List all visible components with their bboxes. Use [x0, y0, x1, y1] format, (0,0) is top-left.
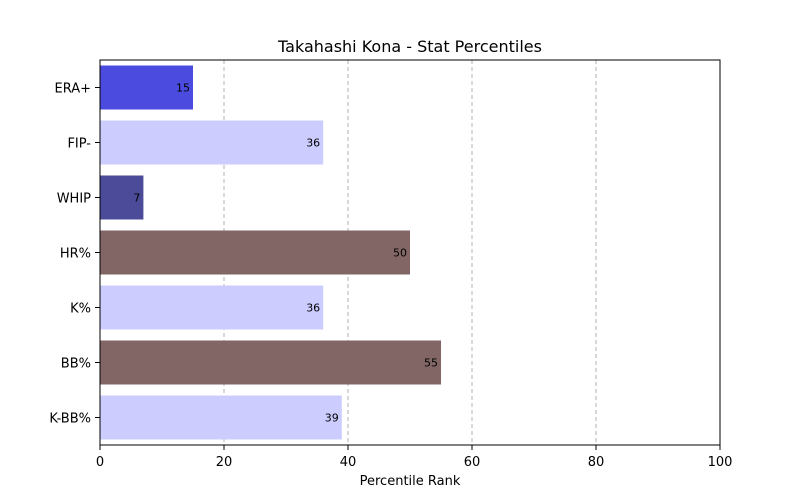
bar [100, 340, 441, 385]
y-tick-label: BB% [61, 357, 91, 372]
bar [100, 230, 410, 275]
bar-value-label: 15 [176, 82, 190, 95]
y-tick-label: K% [70, 302, 91, 317]
bar [100, 65, 193, 110]
x-tick-label: 60 [464, 455, 481, 470]
bar-value-label: 50 [393, 247, 407, 260]
bar [100, 175, 144, 220]
x-tick-label: 80 [588, 455, 605, 470]
x-tick-label: 20 [216, 455, 233, 470]
bar [100, 395, 342, 440]
y-axis: ERA+ FIP- WHIP HR% K% BB% K-BB% [49, 82, 100, 427]
x-tick-label: 100 [708, 455, 733, 470]
y-tick-label: WHIP [57, 192, 91, 207]
bar [100, 120, 324, 165]
bar-value-label: 7 [133, 192, 140, 205]
x-axis: 0 20 40 60 80 100 [96, 445, 733, 470]
bar-value-label: 36 [306, 137, 320, 150]
chart-title: Takahashi Kona - Stat Percentiles [277, 37, 542, 56]
x-axis-label: Percentile Rank [360, 474, 461, 489]
y-tick-label: K-BB% [49, 412, 91, 427]
bar-value-label: 55 [424, 357, 438, 370]
bar [100, 285, 324, 330]
y-tick-label: HR% [60, 247, 91, 262]
y-tick-label: FIP- [67, 137, 91, 152]
bar-value-label: 36 [306, 302, 320, 315]
bar-value-label: 39 [325, 412, 339, 425]
x-tick-label: 40 [340, 455, 357, 470]
y-tick-label: ERA+ [54, 82, 91, 97]
x-tick-label: 0 [96, 455, 104, 470]
bars: 15 36 7 50 36 55 39 [100, 65, 441, 440]
